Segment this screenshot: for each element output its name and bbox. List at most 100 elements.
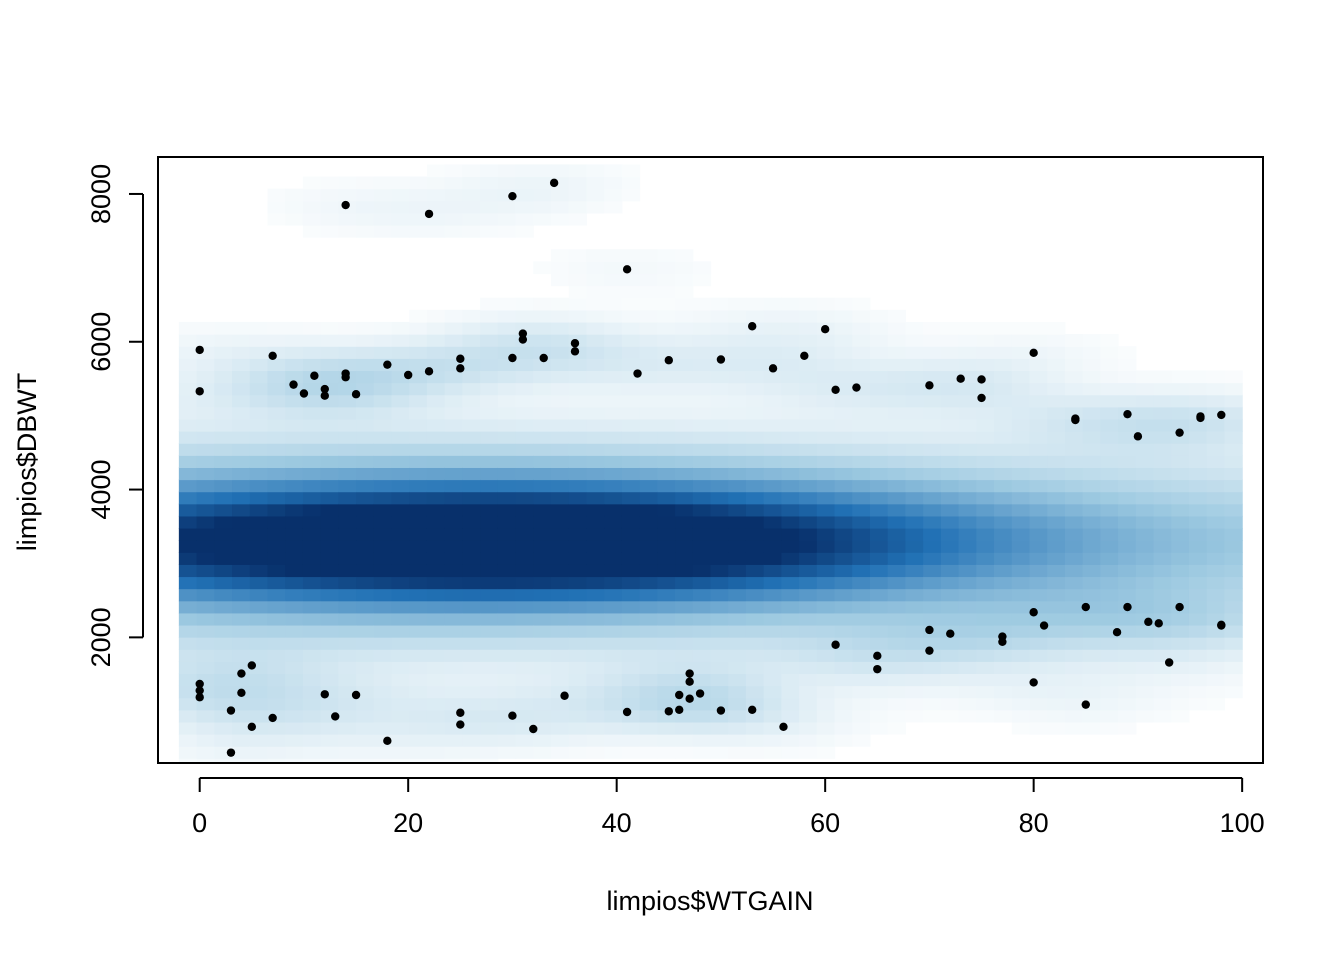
density-cell-90 — [214, 564, 233, 578]
density-cell-91 — [214, 552, 233, 565]
density-cell-1260 — [692, 321, 712, 335]
density-cell-1515 — [816, 479, 836, 493]
density-cell-1775 — [958, 697, 977, 711]
density-cell-1576 — [852, 637, 871, 650]
density-cell-1443 — [781, 431, 800, 444]
density-cell-1258 — [692, 346, 712, 359]
density-cell-1354 — [745, 588, 765, 602]
density-cell-1633 — [870, 382, 889, 396]
density-cell-698 — [480, 685, 499, 699]
density-cell-1860 — [994, 467, 1013, 481]
density-cell-1283 — [710, 527, 729, 541]
density-cell-157 — [249, 649, 269, 662]
density-cell-470 — [373, 224, 393, 238]
density-cell-508 — [391, 358, 410, 372]
density-cell-1603 — [852, 309, 871, 323]
density-cell-690 — [462, 176, 481, 190]
data-point-53 — [226, 748, 236, 757]
density-cell-210 — [267, 455, 286, 468]
density-cell-2021 — [1082, 564, 1101, 578]
density-cell-764 — [497, 418, 517, 432]
data-point-13 — [403, 370, 413, 380]
data-point-43 — [1123, 409, 1132, 419]
density-cell-236 — [285, 624, 304, 638]
density-cell-1392 — [763, 588, 782, 602]
density-cell-2012 — [1082, 673, 1101, 687]
density-cell-1418 — [781, 734, 800, 747]
density-cell-300 — [302, 334, 322, 347]
density-cell-1073 — [621, 515, 641, 529]
density-cell-930 — [568, 564, 588, 578]
data-point-5 — [310, 371, 319, 380]
density-cell-1201 — [675, 527, 694, 541]
density-cell-1719 — [923, 576, 942, 590]
density-cell-1669 — [887, 370, 907, 384]
density-cell-57 — [196, 515, 215, 529]
density-cell-2200 — [1188, 612, 1208, 626]
density-cell-1133 — [639, 334, 658, 347]
density-cell-34 — [178, 346, 198, 359]
density-cell-1140 — [639, 249, 658, 262]
density-cell-2031 — [1082, 443, 1101, 456]
density-cell-1605 — [870, 721, 889, 735]
density-cell-779 — [497, 176, 517, 190]
density-cell-322 — [320, 576, 339, 590]
density-cell-1365 — [745, 455, 765, 468]
density-cell-1868 — [994, 370, 1013, 384]
density-cell-1691 — [905, 515, 924, 529]
density-cell-1525 — [816, 358, 836, 372]
density-cell-1224 — [675, 249, 694, 262]
density-cell-1059 — [621, 685, 641, 699]
data-point-56 — [247, 661, 257, 670]
data-point-62 — [383, 736, 392, 746]
density-cell-1535 — [834, 685, 853, 699]
density-cell-1996 — [1064, 467, 1084, 481]
density-cell-1771 — [940, 346, 960, 359]
density-cell-1489 — [799, 334, 818, 347]
density-cell-46 — [196, 649, 215, 662]
density-cell-1851 — [994, 576, 1013, 590]
density-cell-1863 — [994, 431, 1013, 444]
density-cell-1178 — [657, 297, 676, 311]
density-cell-123 — [232, 612, 251, 626]
x-tick-label-2: 40 — [602, 808, 632, 838]
density-cell-1824 — [976, 503, 995, 517]
density-cell-2022 — [1082, 552, 1101, 565]
density-cell-306 — [302, 176, 322, 190]
density-cell-2136 — [1153, 697, 1172, 711]
density-cell-1386 — [763, 661, 782, 675]
density-cell-1483 — [799, 406, 818, 420]
density-cell-1065 — [621, 612, 641, 626]
density-cell-1247 — [692, 479, 712, 493]
density-cell-2004 — [1064, 370, 1084, 384]
density-cell-496 — [391, 503, 410, 517]
density-cell-758 — [497, 491, 517, 505]
density-cell-910 — [551, 212, 570, 226]
density-cell-654 — [462, 685, 481, 699]
density-cell-137 — [232, 443, 251, 456]
density-cell-1792 — [958, 491, 977, 505]
density-cell-594 — [426, 346, 446, 359]
density-cell-1466 — [799, 612, 818, 626]
density-cell-926 — [568, 612, 588, 626]
density-cell-1979 — [1064, 673, 1084, 687]
density-cell-1296 — [710, 370, 729, 384]
density-cell-347 — [320, 188, 339, 202]
density-cell-2241 — [1206, 455, 1226, 468]
density-cell-1596 — [852, 394, 871, 408]
density-cell-1250 — [692, 443, 712, 456]
density-cell-379 — [338, 394, 357, 408]
density-cell-700 — [480, 661, 499, 675]
density-cell-1653 — [887, 564, 907, 578]
density-cell-830 — [533, 685, 552, 699]
density-cell-2126 — [1135, 467, 1155, 481]
density-cell-271 — [302, 685, 322, 699]
density-cell-2043 — [1100, 697, 1119, 711]
density-cell-973 — [586, 612, 605, 626]
density-cell-642 — [444, 224, 463, 238]
density-cell-1007 — [586, 164, 605, 178]
density-cell-2234 — [1206, 540, 1226, 553]
density-cell-914 — [551, 164, 570, 178]
density-cell-130 — [232, 527, 251, 541]
density-cell-1212 — [675, 394, 694, 408]
